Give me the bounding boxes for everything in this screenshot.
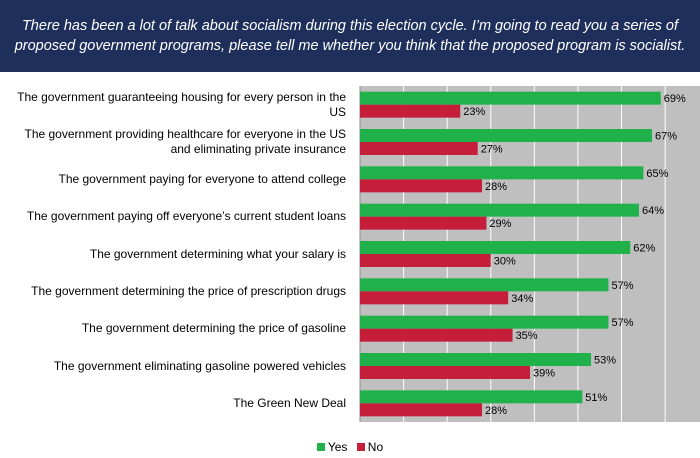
data-label-no: 35% xyxy=(516,330,538,342)
bar-yes xyxy=(360,241,631,254)
data-label-yes: 57% xyxy=(611,317,633,329)
legend-item-no: No xyxy=(356,440,384,454)
legend-label-no: No xyxy=(367,440,384,454)
bar-no xyxy=(360,291,509,305)
data-label-yes: 57% xyxy=(611,280,633,292)
category-label: The government paying off everyone’s cur… xyxy=(26,209,346,224)
bar-no xyxy=(360,179,483,193)
data-label-no: 34% xyxy=(511,293,533,305)
legend-swatch-yes xyxy=(316,443,325,451)
question-text: There has been a lot of talk about socia… xyxy=(14,18,686,54)
category-label: The government determining the price of … xyxy=(81,321,346,336)
bar-yes xyxy=(360,278,609,292)
data-label-yes: 65% xyxy=(646,168,668,180)
bar-no xyxy=(360,403,483,417)
data-label-no: 28% xyxy=(485,181,507,193)
bar-chart: 69% 23% 67% 27% 65% 28% 64% 29% 62% 30% 57% 34% 57% 3… xyxy=(0,72,700,458)
bar-no xyxy=(360,328,513,342)
bar-no xyxy=(360,216,487,230)
bar-no xyxy=(360,104,461,118)
data-label-yes: 67% xyxy=(655,131,677,143)
data-label-yes: 69% xyxy=(664,93,686,105)
bar-no xyxy=(360,254,491,267)
bar-no xyxy=(360,142,478,155)
bar-yes xyxy=(360,91,661,105)
bar-yes xyxy=(360,203,639,217)
data-label-no: 28% xyxy=(485,405,507,417)
question-header: There has been a lot of talk about socia… xyxy=(0,0,700,72)
category-label: The government paying for everyone to at… xyxy=(58,171,346,186)
category-label: The government guaranteeing housing for … xyxy=(17,89,346,119)
category-label: The government determining the price of … xyxy=(31,283,346,298)
data-label-yes: 53% xyxy=(594,355,616,367)
data-label-no: 29% xyxy=(489,218,511,230)
category-label: The government determining what your sal… xyxy=(89,246,346,261)
data-label-yes: 64% xyxy=(642,205,664,217)
bar-yes xyxy=(360,315,609,329)
bar-no xyxy=(360,366,530,379)
category-label: The Green New Deal xyxy=(233,395,346,410)
category-label: The government providing healthcare for … xyxy=(24,127,346,156)
bar-yes xyxy=(360,353,592,366)
data-label-no: 30% xyxy=(494,256,516,268)
bar-yes xyxy=(360,390,583,404)
legend-swatch-no xyxy=(356,443,365,451)
data-label-yes: 51% xyxy=(585,392,607,404)
chart-plot-area: 69% 23% 67% 27% 65% 28% 64% 29% 62% 30% 57% 34% 57% 3… xyxy=(359,86,700,422)
legend-item-yes: Yes xyxy=(316,440,348,454)
data-label-no: 23% xyxy=(463,106,485,118)
bar-yes xyxy=(360,166,644,180)
data-label-yes: 62% xyxy=(633,243,655,255)
data-label-no: 39% xyxy=(533,368,555,380)
category-label: The government eliminating gasoline powe… xyxy=(53,358,346,373)
bar-yes xyxy=(360,129,653,142)
legend-label-yes: Yes xyxy=(327,440,348,454)
data-label-no: 27% xyxy=(481,144,503,156)
legend: Yes No xyxy=(0,440,700,454)
